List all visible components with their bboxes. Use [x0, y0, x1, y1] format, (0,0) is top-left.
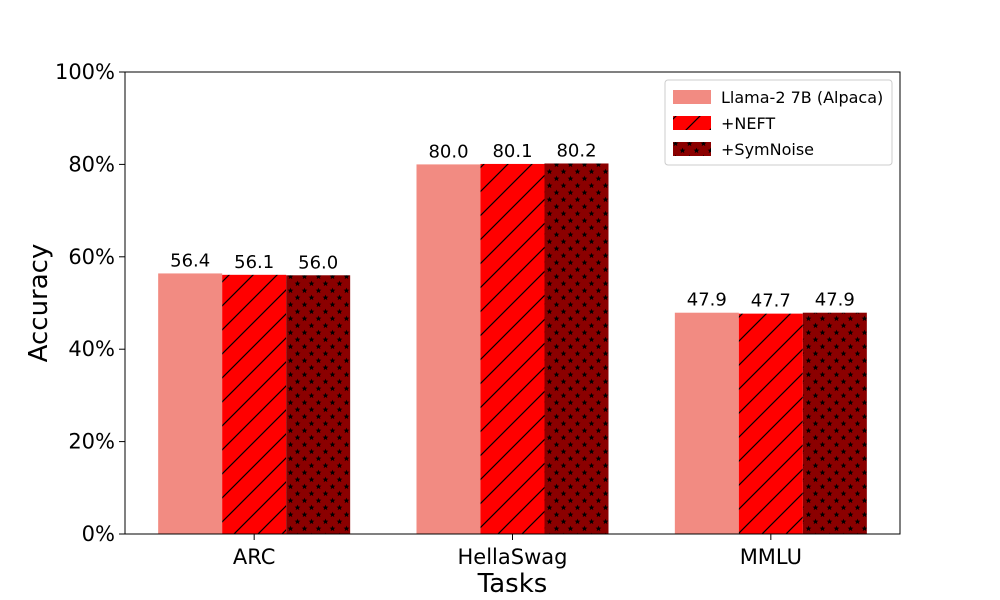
y-tick-label: 60% — [68, 245, 115, 269]
bars-group — [158, 163, 867, 535]
y-axis: 0% 20% 40% 60% 80% 100% — [55, 60, 125, 546]
bar-arc-series-0 — [158, 273, 223, 534]
x-tick-label-mmlu: MMLU — [740, 545, 802, 569]
data-labels-group: 56.4 56.1 56.0 80.0 80.1 80.2 47.9 47.7 47.9 — [170, 140, 855, 311]
data-label: 56.0 — [298, 252, 338, 273]
y-tick-label: 80% — [68, 152, 115, 176]
data-label: 47.9 — [815, 290, 855, 311]
bar-arc-series-1 — [222, 274, 287, 534]
x-tick-label-hellaswag: HellaSwag — [458, 545, 568, 569]
x-axis: ARC HellaSwag MMLU — [233, 534, 802, 569]
y-tick-label: 20% — [68, 430, 115, 454]
data-label: 80.2 — [556, 140, 596, 161]
data-label: 80.0 — [428, 141, 468, 162]
y-axis-title: Accuracy — [24, 244, 54, 363]
x-axis-title: Tasks — [477, 569, 548, 599]
bar-hellaswag-series-1 — [480, 163, 545, 535]
bar-mmlu-series-2 — [802, 312, 867, 534]
legend-swatch-series-0 — [673, 90, 711, 104]
legend-label-series-2: +SymNoise — [721, 140, 814, 159]
bar-hellaswag-series-2 — [544, 163, 609, 534]
data-label: 47.7 — [751, 291, 791, 312]
legend-label-series-1: +NEFT — [721, 114, 775, 133]
legend: Llama-2 7B (Alpaca) +NEFT +SymNoise — [664, 79, 893, 166]
bar-mmlu-series-1 — [738, 313, 803, 534]
x-tick-label-arc: ARC — [233, 545, 276, 569]
data-label: 56.1 — [234, 252, 274, 273]
data-label: 80.1 — [492, 141, 532, 162]
data-label: 47.9 — [687, 290, 727, 311]
legend-swatch-series-1 — [673, 116, 711, 130]
y-tick-label: 40% — [68, 337, 115, 361]
bar-arc-series-2 — [286, 275, 351, 534]
data-label: 56.4 — [170, 250, 210, 271]
y-tick-label: 100% — [55, 60, 115, 84]
bar-hellaswag-series-0 — [416, 164, 481, 534]
legend-label-series-0: Llama-2 7B (Alpaca) — [721, 88, 883, 107]
y-tick-label: 0% — [82, 522, 115, 546]
legend-box — [664, 79, 893, 166]
plot-frame — [124, 71, 901, 535]
legend-swatch-series-2 — [673, 142, 711, 156]
bar-mmlu-series-0 — [674, 312, 739, 534]
